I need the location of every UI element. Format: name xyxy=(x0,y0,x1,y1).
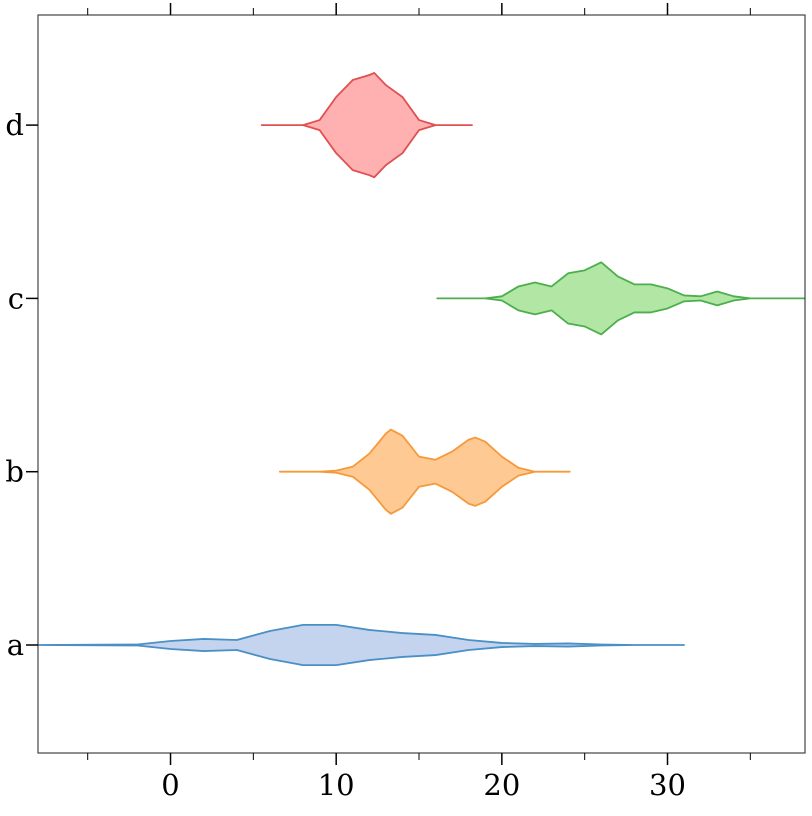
violin xyxy=(278,428,571,515)
y-tick-label: d xyxy=(5,108,24,142)
x-tick-label: 10 xyxy=(318,768,355,802)
y-tick-label: b xyxy=(5,455,24,489)
violin xyxy=(436,261,805,336)
violin xyxy=(38,623,685,667)
violin xyxy=(260,72,473,179)
x-tick-label: 30 xyxy=(649,768,686,802)
plot-frame xyxy=(37,14,806,754)
x-tick-label: 0 xyxy=(161,768,179,802)
x-tick-label: 20 xyxy=(483,768,520,802)
y-tick-label: c xyxy=(8,281,24,315)
plot-area xyxy=(38,72,805,667)
y-tick-label: a xyxy=(7,628,24,662)
